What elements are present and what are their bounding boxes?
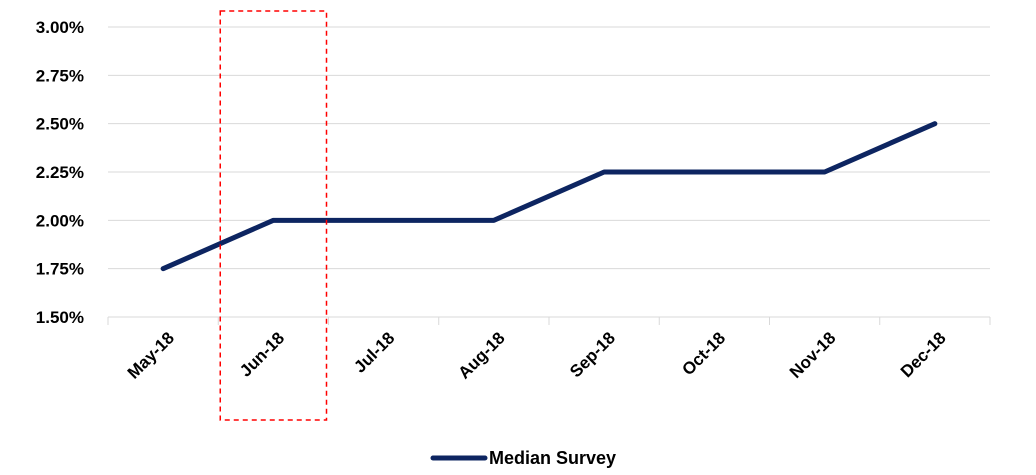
legend-label: Median Survey: [489, 448, 616, 468]
x-tick-label: Jul-18: [350, 328, 398, 376]
x-tick-label: Oct-18: [678, 328, 729, 379]
y-axis: 1.50% 1.75% 2.00% 2.25% 2.50% 2.75% 3.00%: [36, 18, 84, 327]
series-line: [160, 121, 938, 272]
x-tick-label: Aug-18: [455, 328, 509, 382]
series-layer: [160, 121, 938, 272]
highlight-box: [219, 10, 328, 421]
x-tick-label: Jun-18: [236, 328, 288, 380]
y-tick-label: 3.00%: [36, 18, 84, 37]
y-tick-label: 2.50%: [36, 115, 84, 134]
y-tick-label: 1.75%: [36, 260, 84, 279]
y-tick-label: 2.25%: [36, 163, 84, 182]
legend: Median Survey: [430, 448, 616, 468]
y-tick-label: 2.00%: [36, 211, 84, 230]
x-axis: May-18 Jun-18 Jul-18 Aug-18 Sep-18 Oct-18 Nov-…: [107, 316, 991, 383]
x-tick-label: Nov-18: [786, 328, 840, 382]
x-tick-label: Sep-18: [566, 328, 619, 381]
y-tick-label: 2.75%: [36, 66, 84, 85]
y-tick-label: 1.50%: [36, 308, 84, 327]
x-tick-label: May-18: [124, 328, 178, 382]
gridlines: [108, 26, 990, 270]
x-tick-label: Dec-18: [897, 328, 950, 381]
highlight-layer: [219, 10, 328, 421]
